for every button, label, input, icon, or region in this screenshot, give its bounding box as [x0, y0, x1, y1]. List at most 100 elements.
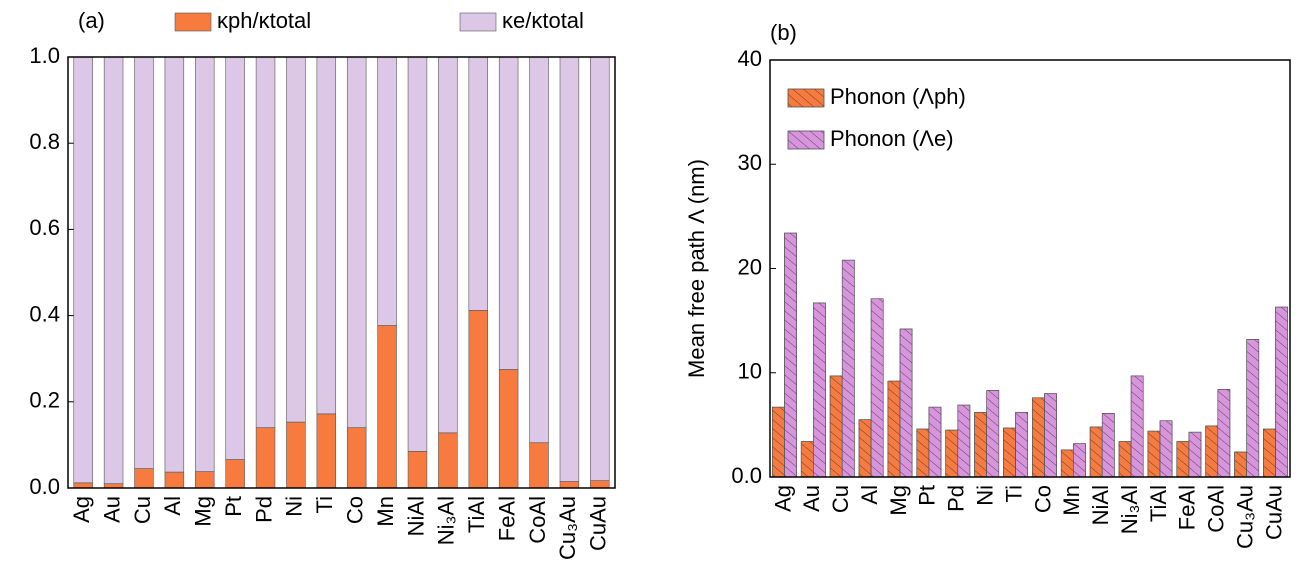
y-tick-label: 1.0 [29, 43, 60, 68]
bar-segment [529, 56, 549, 444]
bar-segment [346, 56, 367, 428]
bar-segment [73, 56, 93, 484]
bar-segment [73, 482, 93, 489]
bar-segment [316, 413, 337, 489]
bar-segment [559, 56, 580, 482]
bar-hatch [1275, 306, 1288, 478]
bar-segment [286, 56, 306, 423]
bar-segment [255, 427, 276, 489]
x-tick-label: Ni [972, 485, 997, 506]
x-tick-label: Cu₃Au [555, 496, 580, 560]
bar-hatch [916, 428, 930, 478]
bar-hatch [858, 419, 872, 478]
bar-segment [407, 56, 428, 452]
bar-hatch [829, 375, 843, 478]
plot-frame [67, 56, 616, 489]
bar-hatch [1205, 425, 1219, 478]
x-tick-label: FeAl [1175, 485, 1200, 530]
bar-segment [225, 56, 245, 460]
x-tick-label: Mg [191, 496, 216, 527]
x-tick-label: Au [799, 485, 824, 512]
x-tick-label: Mn [1059, 485, 1084, 516]
bar-hatch [986, 390, 1000, 478]
bar-hatch [1118, 441, 1132, 478]
x-tick-label: FeAl [494, 496, 519, 541]
bar-hatch [1263, 428, 1276, 478]
legend-hatch [787, 130, 825, 150]
bar-hatch [1234, 451, 1247, 478]
bar-hatch [813, 302, 826, 478]
y-tick-label: 0.8 [29, 129, 60, 154]
bar-segment [346, 427, 367, 489]
x-tick-label: Ti [1001, 485, 1026, 503]
x-tick-label: NiAl [403, 496, 428, 536]
bar-hatch [945, 429, 959, 478]
bar-hatch [899, 328, 913, 478]
bar-hatch [1188, 431, 1202, 478]
x-tick-label: Au [99, 496, 124, 523]
x-tick-label: Ti [312, 496, 337, 514]
bar-segment [590, 56, 610, 481]
y-tick-label: 0.6 [29, 215, 60, 240]
bar-segment [255, 56, 276, 428]
bar-hatch [1060, 449, 1074, 478]
x-tick-label: CuAu [586, 496, 611, 551]
bar-hatch [1159, 420, 1173, 478]
x-tick-label: TiAl [464, 496, 489, 533]
x-tick-label: Cu [828, 485, 853, 513]
y-tick-label: 0.0 [731, 463, 762, 488]
legend-label: Phonon (Λe) [830, 126, 954, 151]
x-tick-label: Ag [770, 485, 795, 512]
bar-segment [316, 56, 337, 415]
x-tick-label: Ag [69, 496, 94, 523]
panel-label: (b) [770, 20, 797, 45]
bar-hatch [1217, 389, 1231, 478]
legend-swatch [459, 12, 497, 32]
bar-hatch [974, 412, 987, 478]
legend-label: Phonon (Λph) [830, 84, 966, 109]
x-tick-label: TiAl [1146, 485, 1171, 522]
bar-hatch [1003, 427, 1016, 478]
x-tick-label: Pt [915, 485, 940, 506]
x-tick-label: CoAl [525, 496, 550, 544]
legend-hatch [787, 88, 825, 108]
bar-hatch [1147, 430, 1161, 478]
x-tick-label: Co [343, 496, 368, 524]
bar-hatch [1073, 443, 1086, 478]
x-tick-label: Ni₃Al [434, 496, 459, 545]
x-tick-label: Pd [251, 496, 276, 523]
bar-segment [468, 56, 488, 311]
bar-hatch [928, 406, 942, 478]
y-axis-label: Mean free path Λ (nm) [684, 159, 709, 378]
bar-hatch [1089, 426, 1103, 478]
bar-segment [498, 369, 519, 489]
bar-segment [225, 459, 245, 489]
bar-segment [529, 442, 549, 489]
bar-segment [559, 481, 580, 489]
bar-hatch [1246, 339, 1260, 478]
bar-hatch [1044, 393, 1057, 478]
x-tick-label: Ni₃Al [1117, 485, 1142, 534]
y-tick-label: 0.0 [29, 474, 60, 499]
y-tick-label: 0.2 [29, 388, 60, 413]
bar-segment [286, 421, 306, 489]
bar-segment [407, 451, 428, 489]
plot-frame [769, 59, 1291, 478]
y-tick-label: 20 [738, 254, 762, 279]
bar-hatch [957, 404, 971, 478]
bar-hatch [1176, 441, 1190, 478]
bar-segment [438, 56, 458, 434]
bar-hatch [1101, 413, 1115, 478]
bar-segment [134, 56, 154, 469]
bar-segment [377, 56, 397, 326]
x-tick-label: NiAl [1088, 485, 1113, 525]
x-tick-label: Cu₃Au [1232, 485, 1257, 549]
x-tick-label: Mn [373, 496, 398, 527]
bar-segment [103, 56, 124, 484]
bar-segment [377, 325, 397, 489]
x-tick-label: CoAl [1204, 485, 1229, 533]
bar-segment [164, 471, 185, 489]
x-tick-label: Al [857, 485, 882, 505]
